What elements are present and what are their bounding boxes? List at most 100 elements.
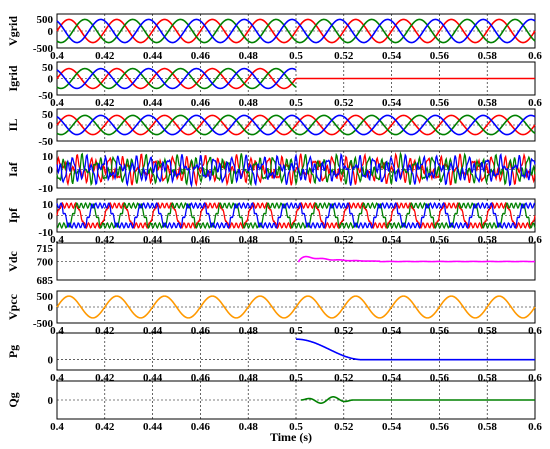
y-tick-label: 0	[48, 355, 54, 367]
y-tick-label: 685	[37, 275, 54, 287]
x-tick-label: 0.48	[239, 97, 259, 109]
x-tick-label: 0.44	[143, 50, 163, 62]
x-tick-label: 0.44	[143, 421, 163, 433]
y-tick-label: 715	[37, 243, 54, 255]
series-line-3	[56, 18, 536, 44]
y-tick-label: 50	[42, 62, 54, 74]
y-tick-label: 10	[42, 199, 54, 211]
series-line-1	[56, 295, 536, 319]
y-tick-label: -10	[38, 183, 53, 195]
x-tick-label: 0.4	[50, 421, 64, 433]
x-tick-label: 0.58	[478, 50, 498, 62]
x-tick-label: 0.42	[95, 325, 115, 337]
y-axis-label: Igrid	[6, 65, 20, 91]
y-tick-label: 50	[42, 109, 54, 121]
series-line-2	[56, 67, 297, 90]
series-line-1	[300, 396, 535, 404]
y-axis-label: Qg	[6, 392, 20, 407]
x-tick-label: 0.54	[382, 50, 402, 62]
x-tick-label: 0.46	[191, 421, 211, 433]
x-tick-label: 0.48	[239, 50, 259, 62]
x-tick-label: 0.5	[289, 97, 303, 109]
panel-iaf: 10 0 -10 Iaf	[6, 150, 536, 195]
x-tick-label: 0.4	[50, 50, 64, 62]
panel-igrid: 500 -50 Igrid 0.4 0.42 0.44 0.46 0.48 0.5 0.52 0.5…	[6, 61, 542, 109]
y-axis-label: Vgrid	[6, 16, 20, 46]
panel-il: 500 -50 IL	[6, 108, 536, 148]
x-tick-label: 0.6	[528, 325, 542, 337]
y-axis-label: Ipf	[6, 207, 20, 223]
x-tick-label: 0.56	[430, 325, 450, 337]
x-tick-label: 0.46	[191, 325, 211, 337]
x-tick-label: 0.54	[382, 97, 402, 109]
y-tick-label: -10	[38, 227, 53, 239]
x-tick-label: 0.54	[382, 325, 402, 337]
y-tick-label: -500	[33, 318, 54, 330]
y-tick-label: 700	[37, 257, 54, 269]
x-tick-label: 0.54	[382, 421, 402, 433]
panel-qg: 0 Qg 0.4 0.42 0.44 0.46 0.48 0.5 0.52 0.54 0.56 0.5…	[6, 380, 542, 433]
y-tick-label: 0	[48, 120, 54, 132]
series-line-3	[56, 67, 297, 90]
series-line-1	[56, 152, 536, 187]
x-tick-label: 0.58	[478, 421, 498, 433]
series-line-3	[56, 114, 536, 136]
x-tick-label: 0.4	[50, 325, 64, 337]
x-tick-label: 0.6	[528, 421, 542, 433]
y-tick-label: 500	[37, 291, 54, 303]
x-tick-label: 0.5	[289, 325, 303, 337]
series-line-2	[56, 18, 536, 44]
y-tick-label: 0	[48, 26, 54, 38]
series-line-3	[56, 152, 536, 188]
y-tick-label: 0	[48, 211, 54, 223]
x-tick-label: 0.56	[430, 97, 450, 109]
x-tick-label: 0.42	[95, 421, 115, 433]
x-tick-label: 0.42	[95, 50, 115, 62]
series-line-1	[56, 18, 536, 44]
x-tick-label: 0.6	[528, 97, 542, 109]
y-tick-label: -500	[33, 43, 54, 55]
x-tick-label: 0.6	[528, 50, 542, 62]
x-axis-label: Time (s)	[270, 430, 312, 444]
y-axis-label: IL	[6, 119, 20, 132]
y-tick-label: 10	[42, 151, 54, 163]
x-tick-label: 0.58	[478, 97, 498, 109]
y-tick-label: 500	[37, 14, 54, 26]
x-tick-label: 0.44	[143, 97, 163, 109]
series-line-2	[56, 201, 536, 230]
y-tick-label: 0	[48, 395, 54, 407]
x-tick-label: 0.5	[289, 50, 303, 62]
x-tick-label: 0.56	[430, 421, 450, 433]
series-line-3	[56, 201, 536, 230]
x-tick-label: 0.44	[143, 325, 163, 337]
y-tick-label: 0	[48, 165, 54, 177]
y-axis-label: Vpcc	[6, 293, 20, 320]
y-axis-label: Vdc	[6, 250, 20, 271]
x-tick-label: 0.52	[334, 421, 354, 433]
series-line-2	[56, 151, 536, 187]
y-tick-label: -50	[38, 136, 53, 148]
x-tick-label: 0.46	[191, 97, 211, 109]
x-tick-label: 0.42	[95, 97, 115, 109]
series-line-2	[56, 114, 536, 136]
x-tick-label: 0.58	[478, 325, 498, 337]
y-axis-label: Iaf	[6, 161, 20, 177]
panel-vdc: 715 700 685 Vdc	[6, 242, 536, 287]
y-tick-label: 0	[48, 302, 54, 314]
y-axis-label: Pg	[6, 345, 20, 358]
series-line-1	[297, 255, 536, 263]
x-tick-label: 0.46	[191, 50, 211, 62]
x-tick-label: 0.48	[239, 325, 259, 337]
series-line-1	[56, 67, 297, 90]
series-line-1	[56, 201, 536, 230]
x-tick-label: 0.5	[289, 421, 303, 433]
x-tick-label: 0.52	[334, 325, 354, 337]
x-tick-label: 0.48	[239, 421, 259, 433]
x-tick-label: 0.52	[334, 97, 354, 109]
